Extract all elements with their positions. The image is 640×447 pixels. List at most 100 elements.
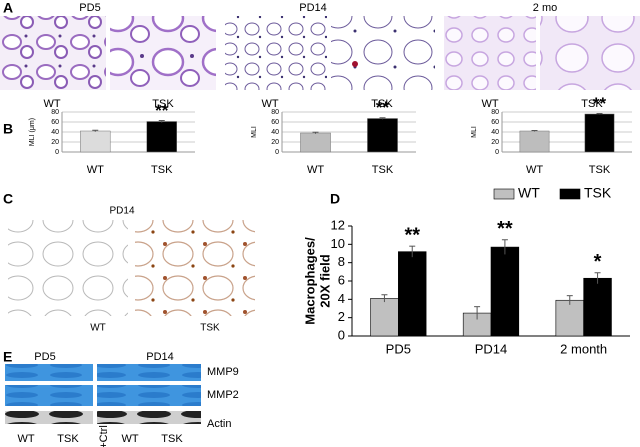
legend-label: TSK (584, 185, 612, 201)
x-tick-label: WT (526, 164, 543, 176)
bar (555, 299, 584, 337)
lane-label: WT (121, 433, 138, 445)
micrograph (135, 220, 255, 316)
panel-label: C (3, 191, 13, 207)
panel-label: E (3, 349, 12, 365)
legend-swatch (559, 188, 581, 200)
y-tick-label: 80 (271, 109, 279, 116)
y-tick-label: 0 (495, 149, 499, 156)
micrograph (331, 16, 435, 90)
lane-label: TSK (161, 433, 183, 445)
micrograph (225, 16, 327, 90)
y-tick-label: 0 (338, 327, 345, 342)
y-tick-label: 10 (331, 236, 345, 251)
image-label: WT (90, 323, 106, 334)
bar (398, 251, 427, 337)
micrograph (0, 16, 106, 90)
panel-label: A (3, 0, 13, 16)
y-axis-label: Macrophages/ (302, 237, 317, 325)
significance-mark: ** (404, 224, 420, 246)
y-tick-label: 20 (271, 139, 279, 146)
image-label: TSK (581, 98, 603, 110)
significance-mark: ** (376, 98, 390, 117)
y-tick-label: 80 (51, 109, 59, 116)
y-tick-label: 40 (491, 129, 499, 136)
blot-band (5, 411, 93, 424)
significance-mark: ** (593, 94, 607, 113)
y-tick-label: 8 (338, 254, 345, 269)
image-label: TSK (371, 98, 393, 110)
group-title: PD14 (299, 2, 327, 14)
panel-label: B (3, 121, 13, 137)
image-label: WT (481, 98, 498, 110)
x-tick-label: WT (87, 164, 104, 176)
x-tick-label: PD14 (475, 341, 508, 356)
legend-label: WT (518, 185, 540, 201)
y-axis-label: 20X field (317, 254, 332, 308)
blot-band (97, 364, 201, 381)
y-axis-label: MLI (251, 126, 258, 138)
x-tick-label: TSK (151, 164, 173, 176)
bar (519, 130, 550, 153)
significance-mark: * (594, 251, 602, 273)
y-tick-label: 4 (338, 291, 345, 306)
bar (583, 277, 612, 337)
y-tick-label: 80 (491, 109, 499, 116)
bar (146, 121, 177, 153)
y-tick-label: 60 (491, 119, 499, 126)
micrograph (110, 16, 216, 90)
micrograph (540, 16, 640, 90)
group-title: PD5 (79, 2, 100, 14)
bar (370, 298, 399, 337)
band-label: Actin (207, 418, 231, 430)
panel-label: D (330, 191, 340, 207)
y-axis-label: MLI (471, 126, 478, 138)
blot-band (97, 385, 201, 406)
y-tick-label: 0 (55, 149, 59, 156)
y-tick-label: 20 (491, 139, 499, 146)
y-tick-label: 20 (51, 139, 59, 146)
blot-band (97, 411, 201, 424)
group-title: PD5 (34, 351, 55, 363)
x-tick-label: WT (307, 164, 324, 176)
image-label: TSK (200, 323, 220, 334)
y-axis-label: MLI (μm) (29, 118, 36, 146)
x-tick-label: TSK (372, 164, 394, 176)
band-label: MMP9 (207, 366, 239, 378)
blot-band (5, 385, 93, 406)
micrograph (8, 220, 128, 316)
significance-mark: ** (497, 218, 513, 240)
bar (80, 130, 111, 153)
y-tick-label: 40 (271, 129, 279, 136)
x-tick-label: TSK (589, 164, 611, 176)
bar (367, 118, 398, 153)
x-tick-label: 2 month (560, 341, 607, 356)
image-label: WT (43, 98, 60, 110)
y-tick-label: 60 (271, 119, 279, 126)
bar (584, 113, 615, 153)
y-tick-label: 40 (51, 129, 59, 136)
bar (490, 246, 520, 337)
lane-label: WT (17, 433, 34, 445)
y-tick-label: 60 (51, 119, 59, 126)
lane-label: TSK (57, 433, 79, 445)
y-tick-label: 2 (338, 309, 345, 324)
group-title: PD14 (109, 206, 134, 217)
image-label: WT (261, 98, 278, 110)
bar (300, 132, 331, 153)
band-label: MMP2 (207, 389, 239, 401)
micrograph (444, 16, 536, 90)
x-tick-label: PD5 (386, 341, 411, 356)
y-tick-label: 6 (338, 272, 345, 287)
micrograph-detail (352, 61, 358, 67)
legend-swatch (493, 188, 515, 200)
y-tick-label: 12 (331, 217, 345, 232)
group-title: PD14 (146, 351, 174, 363)
lane-label: +Ctrl (98, 425, 110, 447)
image-label: TSK (152, 98, 174, 110)
y-tick-label: 0 (275, 149, 279, 156)
blot-band (5, 364, 93, 381)
group-title: 2 mo (533, 2, 557, 14)
significance-mark: ** (155, 101, 169, 120)
